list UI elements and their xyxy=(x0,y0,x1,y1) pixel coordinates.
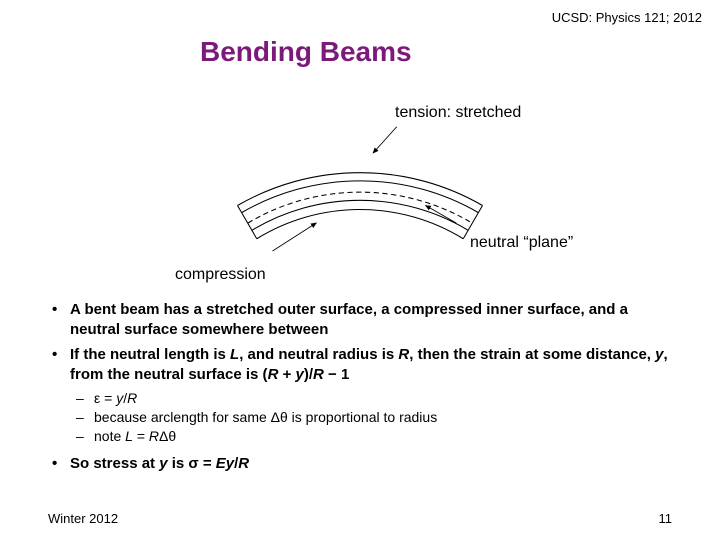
course-header: UCSD: Physics 121; 2012 xyxy=(552,10,702,25)
beam-cap-right xyxy=(463,206,482,239)
beam-diagram xyxy=(180,118,540,258)
page-number: 11 xyxy=(659,511,673,526)
footer-term: Winter 2012 xyxy=(48,511,118,526)
arrow-neutral xyxy=(426,206,457,224)
page-title: Bending Beams xyxy=(200,36,412,68)
subbullet-1: ε = y/R xyxy=(48,389,672,408)
beam-neutral-arc xyxy=(248,192,472,223)
beam-cap-left xyxy=(238,206,257,239)
beam-top-inner-arc xyxy=(242,181,478,213)
bullet-2: If the neutral length is L, and neutral … xyxy=(48,345,672,386)
beam-inner-arc xyxy=(257,210,464,239)
label-compression: compression xyxy=(175,266,266,284)
bullet-1: A bent beam has a stretched outer surfac… xyxy=(48,300,672,341)
arrow-tension xyxy=(373,127,397,153)
bullet-list: A bent beam has a stretched outer surfac… xyxy=(48,300,672,478)
subbullet-2: because arclength for same Δθ is proport… xyxy=(48,408,672,427)
subbullet-3: note L = RΔθ xyxy=(48,427,672,446)
bullet-3: So stress at y is σ = Ey/R xyxy=(48,454,672,474)
beam-bot-inner-arc xyxy=(252,200,467,230)
